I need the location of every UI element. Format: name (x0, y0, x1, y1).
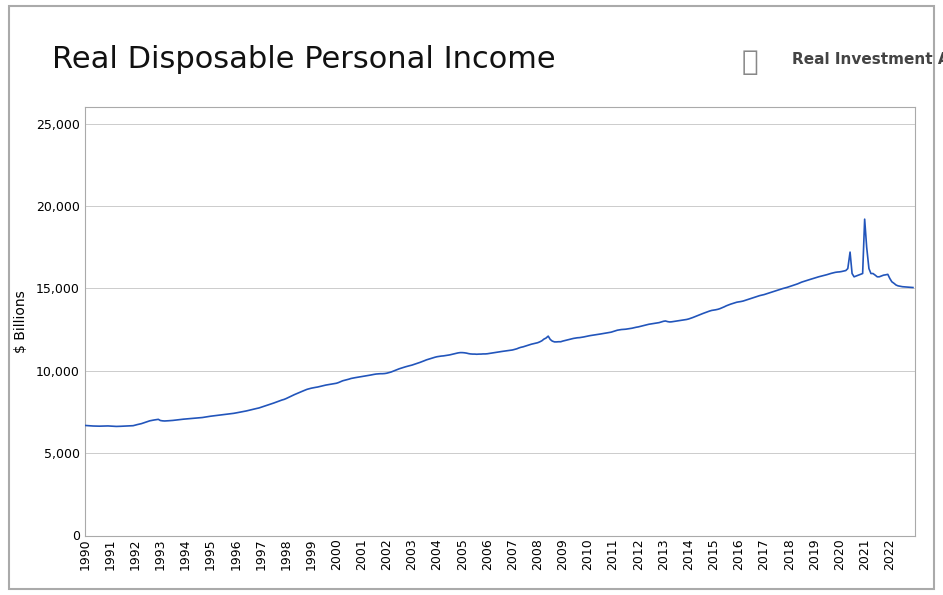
Text: Real Disposable Personal Income: Real Disposable Personal Income (52, 45, 555, 74)
Text: Real Investment Advice: Real Investment Advice (792, 52, 943, 67)
Text: 🦅: 🦅 (741, 48, 758, 77)
Y-axis label: $ Billions: $ Billions (14, 290, 27, 353)
